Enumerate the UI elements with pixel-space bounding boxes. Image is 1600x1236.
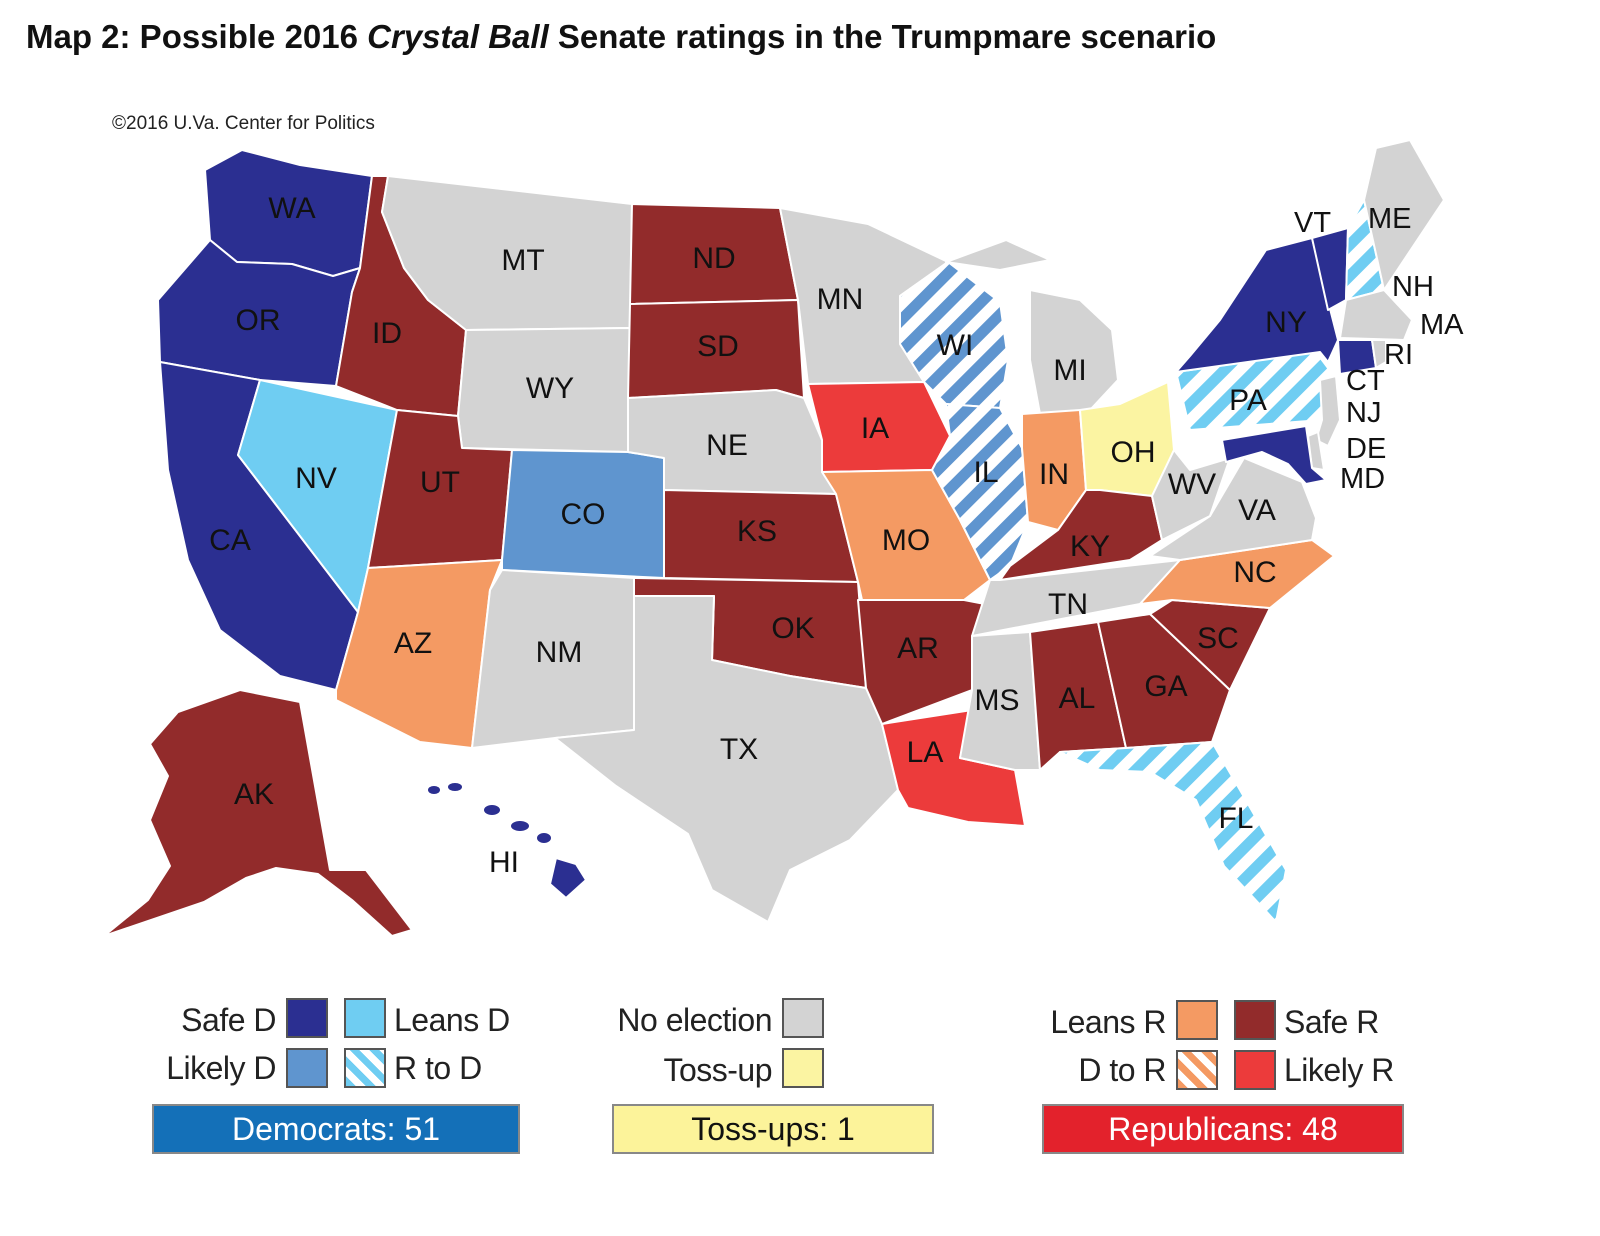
state-FL (1059, 741, 1287, 923)
label-VA: VA (1238, 494, 1276, 527)
legend-label-safe-d: Safe D (181, 1002, 276, 1038)
legend-label-no-election: No election (617, 1002, 772, 1038)
label-MT: MT (501, 244, 544, 277)
legend-swatch-safe-d (286, 998, 328, 1038)
state-VA (1149, 457, 1317, 561)
label-VT: VT (1294, 207, 1331, 239)
label-GA: GA (1144, 670, 1187, 703)
label-IN: IN (1039, 458, 1069, 491)
label-ND: ND (692, 242, 735, 275)
label-FL: FL (1218, 802, 1253, 835)
democrats-total: Democrats: 51 (152, 1104, 520, 1154)
label-ID: ID (372, 317, 402, 350)
legend-label-likely-d: Likely D (166, 1050, 276, 1086)
label-UT: UT (420, 466, 460, 499)
legend-label-leans-r: Leans R (1050, 1004, 1166, 1040)
label-NY: NY (1265, 306, 1307, 339)
state-MA (1339, 289, 1413, 341)
label-AR: AR (897, 632, 939, 665)
label-CA: CA (209, 524, 251, 557)
legend-label-toss-up: Toss-up (663, 1052, 772, 1088)
us-senate-map: WA OR CA NV ID MT WY UT CO AZ NM ND SD N… (103, 139, 1464, 937)
legend-label-r-to-d: R to D (394, 1050, 482, 1086)
label-IL: IL (973, 456, 998, 489)
label-NM: NM (536, 636, 583, 669)
label-TX: TX (720, 733, 758, 766)
legend-swatch-toss-up (782, 1048, 824, 1088)
legend-swatch-safe-r (1234, 1000, 1276, 1040)
label-CO: CO (561, 498, 606, 531)
label-WY: WY (526, 372, 574, 405)
label-MA: MA (1420, 309, 1464, 341)
legend-swatch-r-to-d (344, 1048, 386, 1088)
tossups-total: Toss-ups: 1 (612, 1104, 934, 1154)
state-RI (1371, 339, 1387, 369)
state-TX (554, 595, 899, 923)
state-ME (1363, 139, 1445, 291)
map-title: Map 2: Possible 2016 Crystal Ball Senate… (26, 18, 1217, 55)
label-LA: LA (907, 736, 944, 769)
republicans-total: Republicans: 48 (1042, 1104, 1404, 1154)
state-MD (1221, 425, 1327, 485)
label-MI: MI (1053, 354, 1086, 387)
label-NH: NH (1392, 271, 1434, 303)
label-SC: SC (1197, 622, 1239, 655)
label-NE: NE (706, 429, 748, 462)
legend-swatch-likely-r (1234, 1050, 1276, 1090)
state-AZ (335, 559, 503, 749)
label-IA: IA (861, 412, 889, 445)
label-MO: MO (882, 524, 930, 557)
label-PA: PA (1229, 384, 1267, 417)
label-DE: DE (1346, 433, 1386, 465)
label-WV: WV (1168, 468, 1216, 501)
label-MS: MS (975, 684, 1020, 717)
legend-label-likely-r: Likely R (1284, 1052, 1394, 1088)
label-AZ: AZ (394, 627, 432, 660)
label-OK: OK (771, 612, 814, 645)
label-KY: KY (1070, 530, 1110, 563)
label-OH: OH (1111, 436, 1156, 469)
legend-swatch-no-election (782, 998, 824, 1038)
state-HI (428, 783, 587, 899)
state-AK (103, 689, 413, 937)
state-IL (931, 403, 1029, 581)
legend-swatch-likely-d (286, 1048, 328, 1088)
copyright-credit: ©2016 U.Va. Center for Politics (112, 113, 375, 134)
state-NJ (1315, 375, 1341, 447)
label-CT: CT (1346, 365, 1385, 397)
label-RI: RI (1384, 339, 1413, 371)
label-AK: AK (234, 778, 274, 811)
label-KS: KS (737, 515, 777, 548)
label-NC: NC (1233, 556, 1276, 589)
label-AL: AL (1059, 682, 1096, 715)
legend-swatch-d-to-r (1176, 1050, 1218, 1090)
label-ME: ME (1368, 203, 1412, 235)
label-SD: SD (697, 330, 739, 363)
label-TN: TN (1048, 588, 1088, 621)
label-MD: MD (1340, 463, 1385, 495)
label-NV: NV (295, 462, 337, 495)
state-MI (945, 239, 1119, 415)
legend-label-d-to-r: D to R (1078, 1052, 1166, 1088)
label-WI: WI (937, 329, 974, 362)
legend-label-leans-d: Leans D (394, 1002, 510, 1038)
label-OR: OR (236, 304, 281, 337)
label-WA: WA (268, 192, 315, 225)
legend-swatch-leans-d (344, 998, 386, 1038)
label-HI: HI (489, 846, 519, 879)
state-GA (1097, 613, 1231, 749)
legend-label-safe-r: Safe R (1284, 1004, 1379, 1040)
state-NY (1175, 237, 1339, 373)
legend-swatch-leans-r (1176, 1000, 1218, 1040)
label-NJ: NJ (1346, 397, 1381, 429)
label-MN: MN (817, 283, 864, 316)
